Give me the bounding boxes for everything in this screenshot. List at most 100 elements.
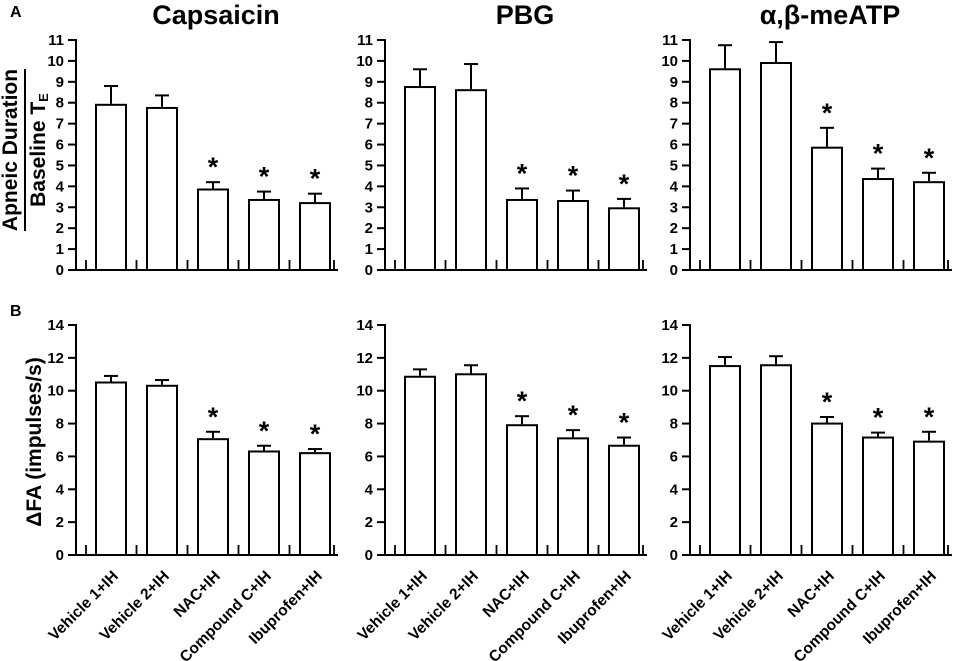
y-tick-label: 10 (356, 53, 373, 70)
column-title-pbg: PBG (495, 0, 555, 30)
y-tick-label: 2 (670, 514, 678, 531)
y-tick-label: 1 (670, 241, 678, 258)
bar (299, 202, 331, 271)
y-tick-label: 0 (670, 547, 678, 564)
y-tick-label: 8 (365, 416, 373, 433)
y-tick-label: 2 (365, 220, 373, 237)
y-tick-label: 10 (47, 383, 64, 400)
bar (248, 450, 280, 556)
significance-asterisk: * (619, 408, 630, 438)
x-category-label: Compound C+IH (177, 568, 275, 661)
significance-asterisk: * (822, 98, 833, 128)
bar (455, 89, 487, 271)
y-tick-label: 0 (56, 262, 64, 279)
y-tick-label: 5 (670, 157, 678, 174)
y-tick-label: 0 (365, 547, 373, 564)
bar (608, 207, 640, 271)
bar (608, 444, 640, 556)
significance-asterisk: * (259, 416, 270, 446)
significance-asterisk: * (568, 400, 579, 430)
y-tick-label: 4 (56, 481, 65, 498)
bar (709, 365, 741, 557)
y-tick-label: 10 (661, 383, 678, 400)
panel-label-a: A (10, 4, 22, 21)
bar (760, 364, 792, 556)
bar (197, 438, 229, 556)
bar (811, 146, 843, 271)
significance-asterisk: * (517, 386, 528, 416)
y-tick-label: 3 (670, 199, 678, 216)
y-tick-label: 9 (56, 74, 64, 91)
y-tick-label: 8 (670, 416, 678, 433)
bar (913, 440, 945, 556)
column-title-meatp: α,β-meATP (759, 0, 901, 30)
x-category-label: NAC+IH (785, 568, 838, 621)
bar (146, 384, 178, 556)
bar (862, 436, 894, 557)
significance-asterisk: * (924, 143, 935, 173)
y-tick-label: 11 (48, 32, 64, 49)
chart-panel-a-pbg: 0 1 2 3 4 5 6 7 8 9 10 11 * * * (356, 32, 647, 279)
y-tick-label: 7 (365, 116, 373, 133)
y-tick-label: 12 (661, 350, 678, 367)
bar (862, 178, 894, 271)
y-tick-label: 7 (56, 116, 64, 133)
y-tick-label: 5 (365, 157, 373, 174)
chart-panel-a-meatp: 0 1 2 3 4 5 6 7 8 9 10 11 * * * (661, 32, 952, 279)
bar (95, 381, 127, 556)
y-tick-label: 8 (670, 95, 678, 112)
significance-asterisk: * (873, 139, 884, 169)
significance-asterisk: * (259, 162, 270, 192)
significance-asterisk: * (517, 158, 528, 188)
y-tick-label: 10 (661, 53, 678, 70)
x-category-label: Compound C+IH (791, 568, 889, 661)
bar (197, 188, 229, 271)
bar (146, 106, 178, 271)
y-tick-label: 0 (365, 262, 373, 279)
bar (95, 103, 127, 272)
y-tick-label: 2 (56, 220, 64, 237)
y-tick-label: 3 (56, 199, 64, 216)
y-tick-label: 9 (670, 74, 678, 91)
bar (709, 68, 741, 272)
y-tick-label: 7 (670, 116, 678, 133)
column-title-capsaicin: Capsaicin (152, 0, 280, 30)
chart-panel-a-capsaicin: 0 1 2 3 4 5 6 7 8 9 10 11 * * * (47, 32, 338, 279)
y-tick-label: 0 (670, 262, 678, 279)
y-tick-label: 10 (356, 383, 373, 400)
significance-asterisk: * (924, 402, 935, 432)
y-tick-label: 14 (47, 317, 64, 334)
y-tick-label: 4 (365, 481, 374, 498)
significance-asterisk: * (619, 169, 630, 199)
y-tick-label: 8 (56, 416, 64, 433)
y-tick-label: 4 (670, 481, 679, 498)
significance-asterisk: * (208, 152, 219, 182)
bar (760, 62, 792, 271)
y-tick-label: 6 (365, 448, 373, 465)
y-tick-label: 11 (357, 32, 373, 49)
bar (557, 200, 589, 271)
y-tick-label: 6 (670, 448, 678, 465)
x-category-label: NAC+IH (171, 568, 224, 621)
y-tick-label: 3 (365, 199, 373, 216)
y-tick-label: 1 (56, 241, 64, 258)
bar (913, 181, 945, 272)
y-tick-label: 6 (365, 137, 373, 154)
panel-label-b: B (10, 303, 22, 320)
bar (557, 437, 589, 557)
y-tick-label: 6 (56, 448, 64, 465)
bar (506, 198, 538, 271)
x-category-label: NAC+IH (480, 568, 533, 621)
y-tick-label: 2 (56, 514, 64, 531)
significance-asterisk: * (310, 164, 321, 194)
y-tick-label: 8 (365, 95, 373, 112)
significance-asterisk: * (310, 419, 321, 449)
y-tick-label: 2 (670, 220, 678, 237)
y-tick-label: 2 (365, 514, 373, 531)
y-tick-label: 6 (670, 137, 678, 154)
bar (455, 373, 487, 556)
